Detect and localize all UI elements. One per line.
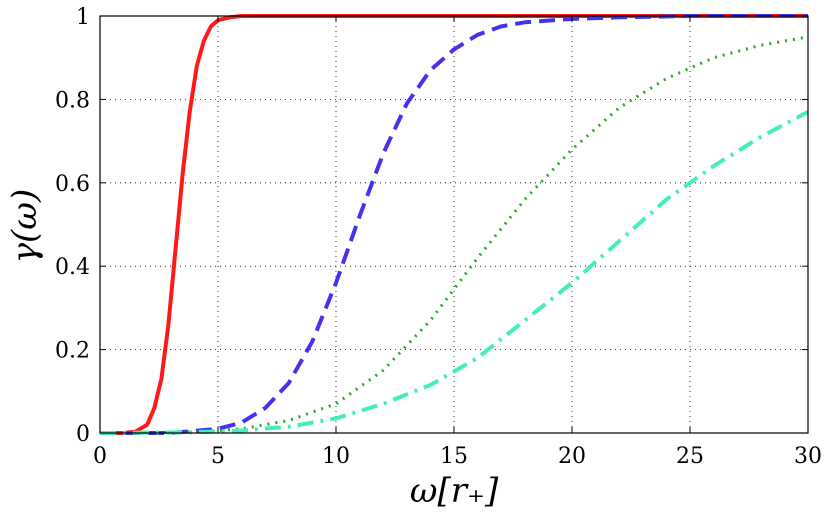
y-tick-label: 0	[76, 422, 90, 447]
x-tick-label: 25	[676, 444, 704, 469]
tick-labels: 0 5 10 15 20 25 30 0 0.2 0.4 0.6 0.8 1	[55, 5, 822, 469]
x-tick-label: 30	[794, 444, 822, 469]
x-tick-label: 15	[440, 444, 468, 469]
series-layer	[99, 14, 809, 435]
x-tick-label: 0	[93, 444, 107, 469]
y-tick-label: 1	[76, 5, 90, 30]
series-line-4	[99, 110, 809, 435]
series-line-2	[100, 14, 808, 435]
y-tick-label: 0.4	[55, 255, 90, 280]
y-axis-label: γ(ω)	[5, 189, 45, 264]
ticks	[99, 15, 809, 434]
x-tick-label: 5	[211, 444, 225, 469]
x-tick-label: 10	[322, 444, 350, 469]
x-axis-label: ω[r₊]	[410, 471, 499, 511]
y-tick-label: 0.8	[55, 88, 90, 113]
y-tick-label: 0.2	[55, 339, 90, 364]
x-tick-label: 20	[558, 444, 586, 469]
y-tick-label: 0.6	[55, 172, 90, 197]
